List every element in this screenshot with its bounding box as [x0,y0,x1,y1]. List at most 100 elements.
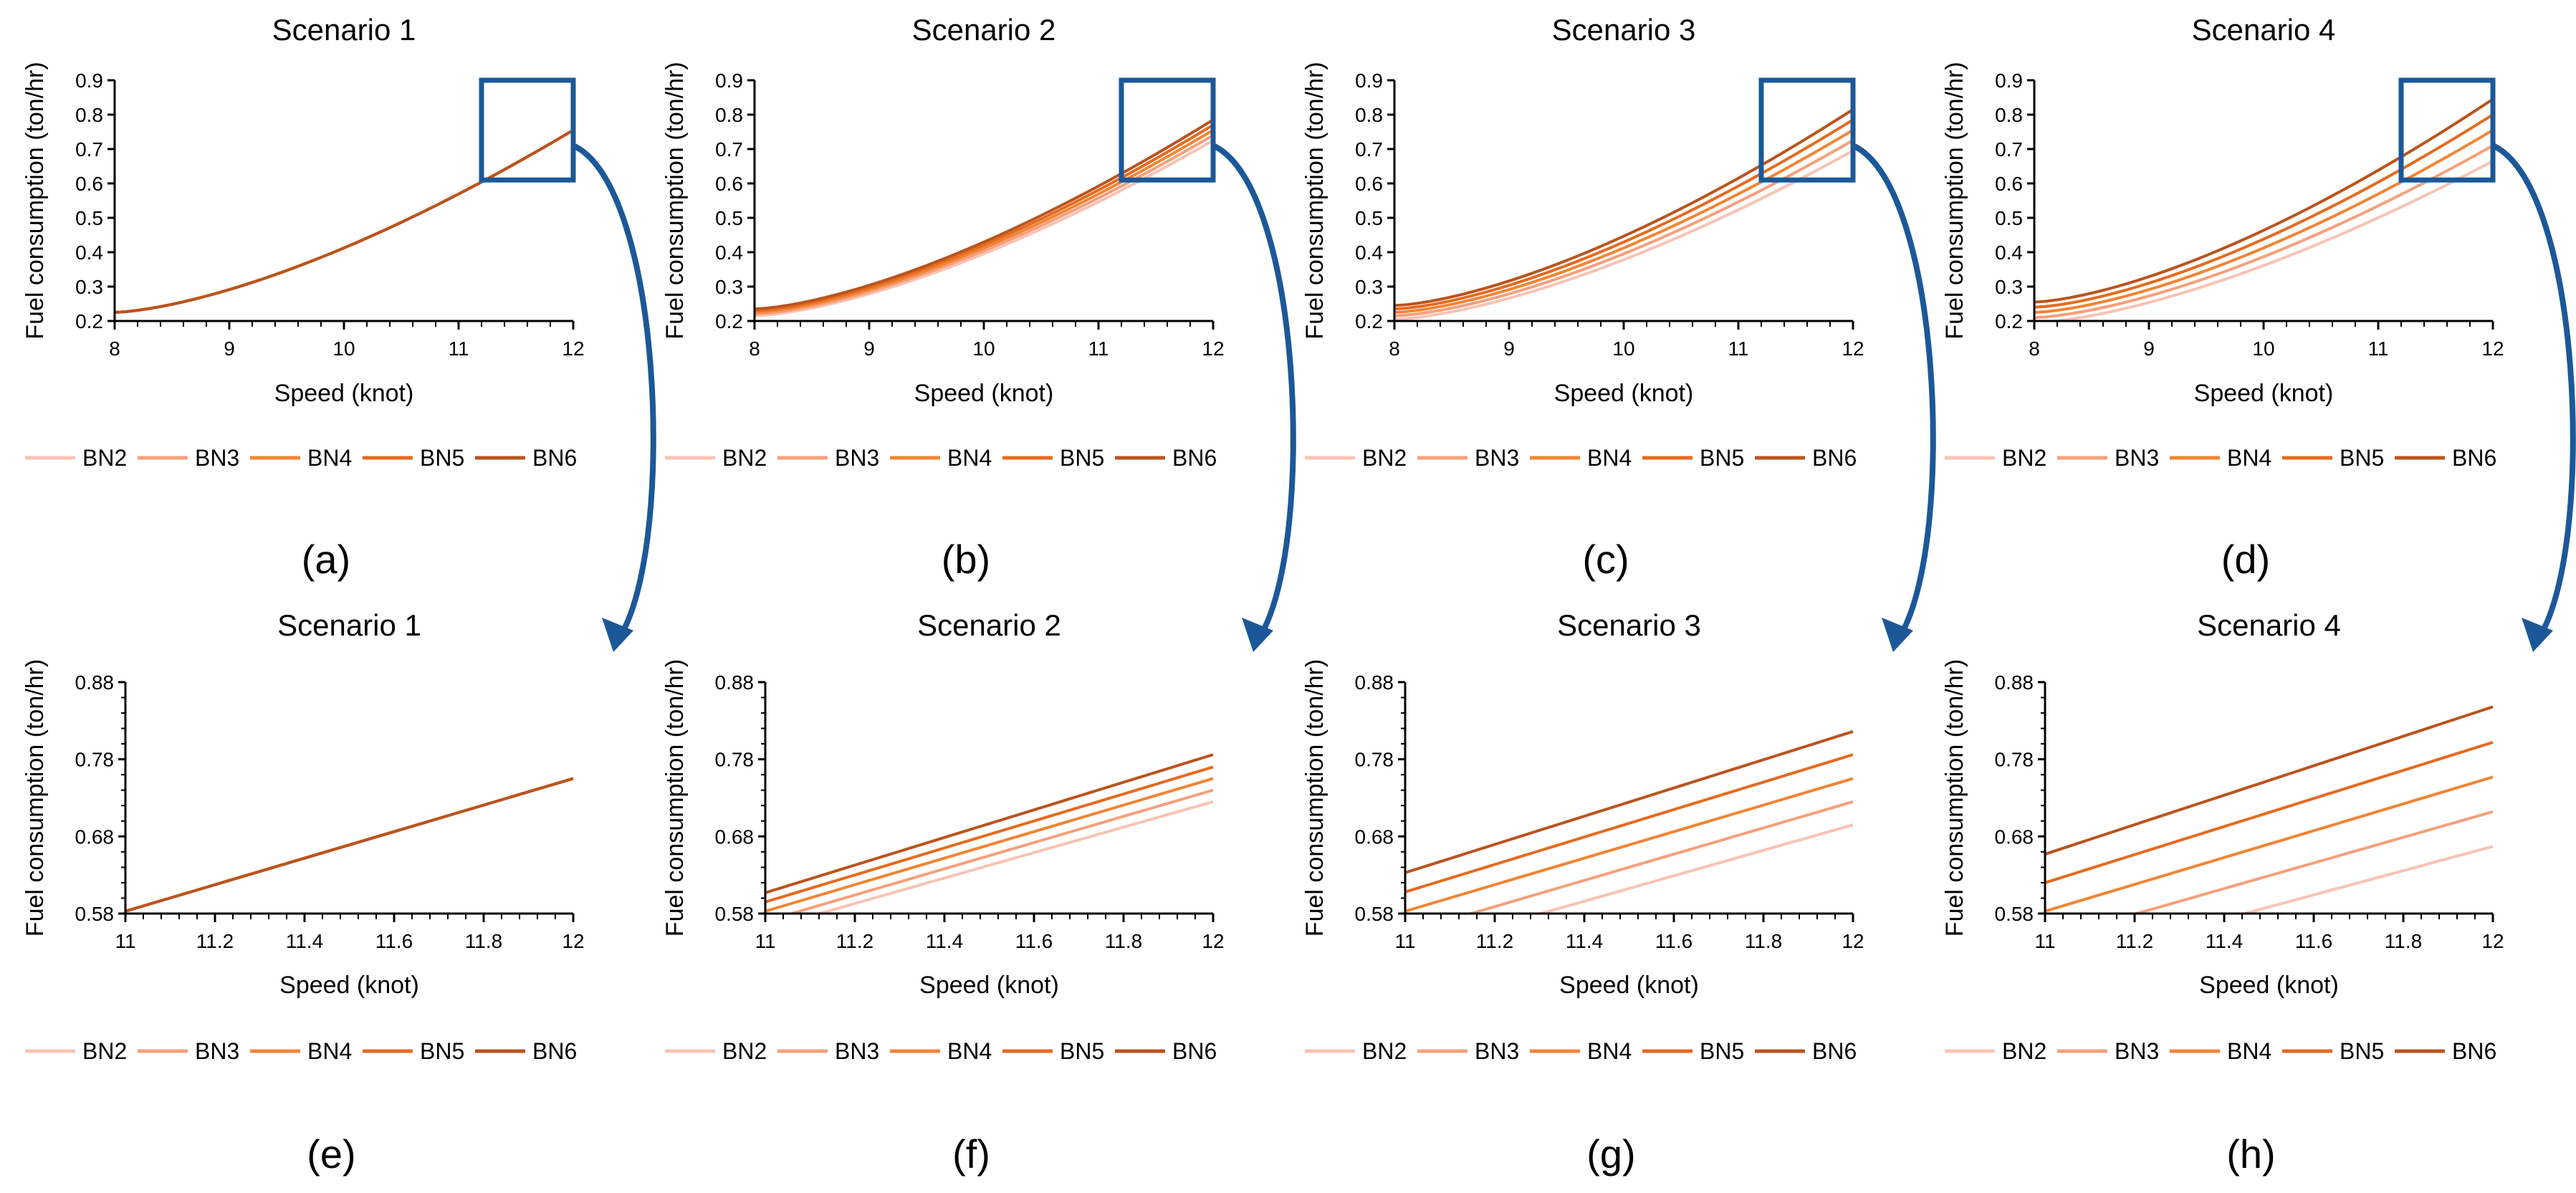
series-line-bn3 [2131,810,2494,914]
legend-label-bn2: BN2 [722,1038,767,1064]
legend-label-bn6: BN6 [1812,1038,1857,1064]
chart-title: Scenario 3 [1552,13,1696,47]
y-tick-label: 0.7 [715,138,743,160]
x-tick-label: 11.6 [1655,930,1692,952]
panel-label: (c) [1582,537,1629,582]
y-tick-label: 0.78 [1355,749,1394,771]
y-tick-label: 0.2 [715,310,743,332]
legend-label-bn2: BN2 [722,445,767,471]
legend-label-bn6: BN6 [532,445,577,471]
legend-label-bn2: BN2 [82,1038,127,1064]
y-axis-label: Fuel consumption (ton/hr) [21,62,49,339]
x-tick-label: 12 [1842,930,1864,952]
x-tick-label: 11.8 [465,930,502,952]
zoom-highlight-box [2398,77,2496,183]
legend-label-bn5: BN5 [2340,1038,2384,1064]
x-tick-label: 12 [1202,930,1224,952]
chart-panel-c: Scenario 3 0.2 0.3 0.4 0.5 0.6 0.7 0.8 0.9 8 9 10 11… [1301,13,1936,652]
legend-label-bn3: BN3 [835,1038,879,1064]
series-group [115,128,575,314]
legend-label-bn6: BN6 [2452,445,2496,471]
x-tick-label: 11.4 [926,930,963,952]
legend-label-bn4: BN4 [1587,445,1632,471]
series-line-bn2 [1536,823,1854,914]
x-tick-label: 11 [115,930,135,952]
series-line-bn3 [1465,800,1854,914]
y-tick-label: 0.88 [715,671,755,694]
y-tick-label: 0.7 [75,138,103,160]
x-tick-label: 11.8 [2385,930,2422,952]
x-tick-label: 11.8 [1105,930,1142,952]
y-tick-label: 0.78 [715,749,755,771]
series-group [2045,705,2494,914]
series-group [125,777,574,913]
series-line-bn4 [1394,128,1854,314]
legend-label-bn4: BN4 [947,1038,992,1064]
series-line-bn6 [1394,108,1854,307]
y-tick-label: 0.9 [75,70,103,92]
y-tick-label: 0.78 [75,749,115,771]
legend-label-bn3: BN3 [1475,1038,1519,1064]
zoom-arrow-path [573,143,656,632]
zoom-arrow-head [2522,618,2553,652]
series-line-bn4 [2045,775,2494,913]
series-line-bn6 [115,128,575,314]
series-line-bn5 [765,765,1214,904]
y-tick-label: 0.78 [1995,749,2034,771]
y-axis-label: Fuel consumption (ton/hr) [1301,659,1328,936]
x-tick-label: 12 [1202,337,1224,360]
x-tick-label: 11.6 [2295,930,2332,952]
x-tick-label: 9 [1503,337,1515,360]
y-tick-label: 0.2 [75,310,103,332]
chart-panel-g: Scenario 3 0.58 0.68 0.78 0.88 11 11.2 11.4 11.6… [1301,608,1864,1177]
series-line-bn5 [1405,753,1854,893]
x-tick-label: 11.6 [375,930,413,952]
zoom-arrow-path [1853,143,1936,632]
x-tick-label: 9 [2143,337,2155,360]
y-tick-label: 0.2 [1995,310,2023,332]
zoom-highlight-box [479,77,576,183]
series-line-bn5 [115,128,575,314]
x-axis-label: Speed (knot) [2199,972,2339,999]
x-tick-label: 10 [1612,337,1634,360]
x-tick-label: 8 [109,337,120,360]
series-group [2034,97,2494,321]
panel-label: (g) [1586,1131,1635,1177]
x-axis-label: Speed (knot) [274,380,414,407]
legend-label-bn2: BN2 [2002,1038,2046,1064]
y-tick-label: 0.3 [75,276,103,298]
series-line-bn2 [814,800,1214,914]
y-tick-label: 0.3 [715,276,743,298]
legend-label-bn3: BN3 [195,1038,239,1064]
y-tick-label: 0.4 [715,241,743,264]
x-tick-label: 10 [2252,337,2274,360]
x-tick-label: 8 [749,337,760,360]
x-tick-label: 10 [332,337,355,360]
x-tick-label: 11 [2367,337,2388,360]
y-tick-label: 0.9 [1995,70,2023,92]
y-tick-label: 0.9 [715,70,743,92]
series-line-bn6 [2034,97,2494,304]
panel-label: (d) [2221,537,2270,582]
x-tick-label: 8 [1389,337,1400,360]
chart-title: Scenario 4 [2192,13,2336,47]
y-tick-label: 0.58 [715,903,755,925]
zoom-arrow-head [1882,618,1913,652]
series-group [1405,730,1854,914]
legend-label-bn2: BN2 [2002,445,2046,471]
y-tick-label: 0.68 [715,825,755,848]
legend-label-bn4: BN4 [947,445,992,471]
y-tick-label: 0.3 [1995,276,2023,298]
legend-label-bn4: BN4 [307,1038,352,1064]
y-tick-label: 0.5 [1995,207,2023,229]
legend-label-bn4: BN4 [1587,1038,1632,1064]
y-tick-label: 0.9 [1355,70,1383,92]
chart-title: Scenario 3 [1557,608,1701,642]
series-line-bn4 [1405,777,1854,913]
series-line-bn4 [755,128,1215,314]
series-line-bn6 [1405,730,1854,874]
legend-label-bn3: BN3 [835,445,879,471]
panel-label: (b) [942,537,990,582]
y-tick-label: 0.6 [1355,173,1383,195]
